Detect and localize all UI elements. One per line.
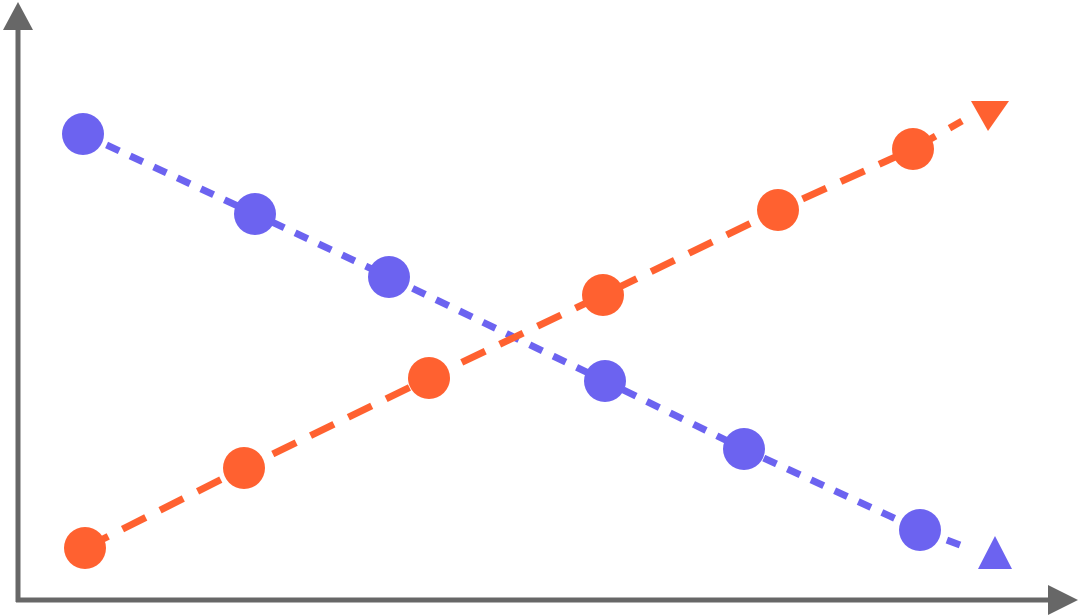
data-point bbox=[892, 128, 934, 170]
data-point bbox=[223, 447, 265, 489]
data-point bbox=[723, 428, 765, 470]
series-line bbox=[81, 130, 922, 534]
data-point bbox=[757, 189, 799, 231]
y-axis-arrow bbox=[3, 2, 33, 30]
data-point bbox=[64, 527, 106, 569]
data-point bbox=[62, 113, 104, 155]
axes bbox=[3, 2, 1078, 615]
data-point bbox=[368, 256, 410, 298]
data-point bbox=[408, 357, 450, 399]
data-point bbox=[584, 360, 626, 402]
data-point bbox=[582, 274, 624, 316]
data-point bbox=[899, 509, 941, 551]
data-point bbox=[234, 193, 276, 235]
series-line bbox=[83, 145, 915, 552]
plot-area bbox=[62, 113, 941, 569]
end-marker bbox=[971, 101, 1009, 131]
x-axis-arrow bbox=[1048, 585, 1078, 615]
decorations bbox=[911, 101, 1012, 569]
end-marker bbox=[978, 536, 1012, 569]
